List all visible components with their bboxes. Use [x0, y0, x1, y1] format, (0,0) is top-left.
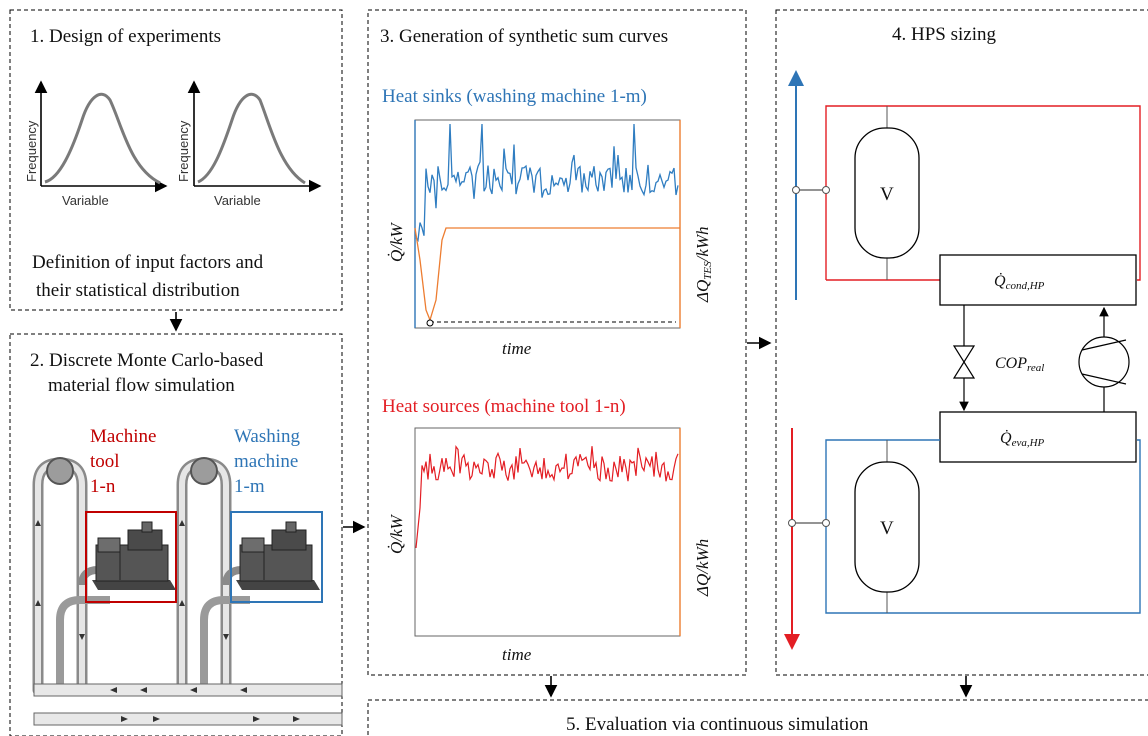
cold-vessel-label: V — [880, 518, 894, 539]
heat-sources-title: Heat sources (machine tool 1-n) — [382, 396, 626, 417]
expansion-valve-icon — [954, 346, 974, 378]
input-factors-text-line2: their statistical distribution — [36, 280, 240, 301]
panel-design-of-experiments: 1. Design of experiments Frequency Varia… — [10, 10, 342, 310]
washing-machine-label-1: Washing — [234, 426, 301, 447]
sources-y-axis-label: Q̇/kW — [387, 513, 406, 554]
panel-material-flow-simulation: 2. Discrete Monte Carlo-based material f… — [10, 334, 342, 736]
machine-tool-label-1: Machine — [90, 426, 156, 447]
panel-hps-sizing: 4. HPS sizing V Q̇cond,HP COPreal Q̇eva,… — [776, 10, 1148, 675]
panel-2-title-line2: material flow simulation — [48, 375, 235, 396]
panel-1-title: 1. Design of experiments — [30, 26, 221, 47]
panel-2-title-line1: 2. Discrete Monte Carlo-based — [30, 350, 264, 371]
panel-3-title: 3. Generation of synthetic sum curves — [380, 26, 668, 47]
washing-machine-label-2: machine — [234, 451, 298, 472]
panel-synthetic-sum-curves: 3. Generation of synthetic sum curves He… — [368, 10, 746, 675]
sinks-storage-axis-label: ΔQTES/kWh — [693, 226, 714, 303]
y-axis-label-1: Frequency — [24, 120, 39, 182]
conveyor-scene-illustration — [34, 458, 342, 725]
panel-continuous-simulation: 5. Evaluation via continuous simulation — [368, 700, 1148, 736]
machine-tool-icon — [86, 512, 176, 602]
x-axis-label-1: Variable — [62, 193, 109, 208]
sources-x-axis-label: time — [502, 645, 532, 664]
heat-sources-chart: Q̇/kW ΔQ/kWh time — [387, 428, 712, 664]
sources-storage-axis-label: ΔQ/kWh — [693, 539, 712, 597]
hot-vessel-label: V — [880, 184, 894, 205]
sinks-x-axis-label: time — [502, 339, 532, 358]
distribution-plot-2: Frequency Variable — [176, 82, 320, 208]
distribution-plot-1: Frequency Variable — [24, 82, 166, 208]
panel-4-title: 4. HPS sizing — [892, 24, 996, 45]
input-factors-text-line1: Definition of input factors and — [32, 252, 264, 273]
washing-machine-label-3: 1-m — [234, 476, 265, 497]
panel-5-title: 5. Evaluation via continuous simulation — [566, 714, 869, 735]
sinks-y-axis-label: Q̇/kW — [387, 221, 406, 262]
heat-sinks-chart: Q̇/kW ΔQTES/kWh time — [387, 120, 714, 358]
machine-tool-label-2: tool — [90, 451, 120, 472]
y-axis-label-2: Frequency — [176, 120, 191, 182]
cop-label: COPreal — [995, 355, 1044, 374]
machine-tool-label-3: 1-n — [90, 476, 116, 497]
washing-machine-icon — [231, 512, 322, 602]
x-axis-label-2: Variable — [214, 193, 261, 208]
heat-sinks-title: Heat sinks (washing machine 1-m) — [382, 86, 647, 107]
